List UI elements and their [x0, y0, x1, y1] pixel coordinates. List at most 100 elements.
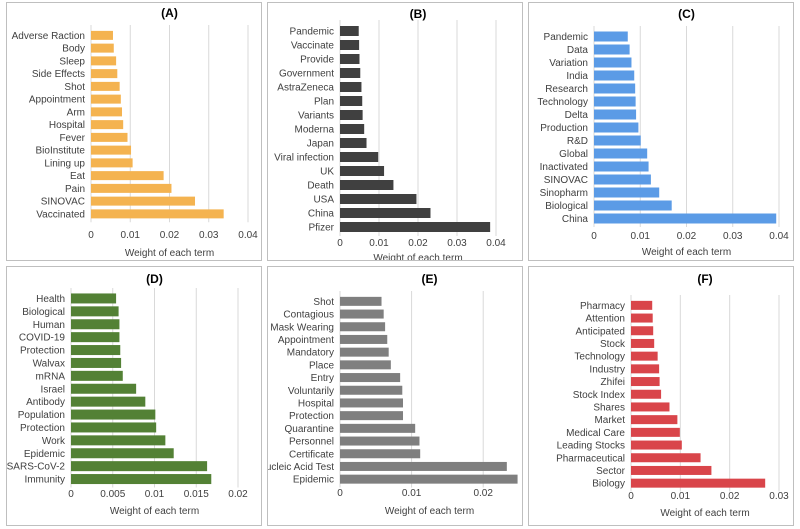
category-label: Immunity — [24, 475, 65, 486]
category-label: SINOVAC — [41, 197, 85, 208]
bar — [340, 152, 379, 162]
category-label: Research — [545, 84, 588, 95]
category-label: UK — [320, 167, 334, 178]
chart-panel-f: (F) Pharmacy Attention Anticipated Stock Tech… — [528, 266, 794, 526]
category-label: Leading Stocks — [557, 441, 625, 452]
x-tick-label: 0.03 — [769, 491, 789, 502]
bar — [340, 208, 431, 218]
bar — [594, 96, 636, 107]
category-label: Work — [42, 436, 66, 447]
category-label: Medical Care — [566, 428, 625, 439]
bar — [631, 453, 701, 463]
category-label: USA — [313, 195, 334, 206]
category-label: Vaccinated — [36, 209, 85, 220]
category-label: Death — [307, 181, 334, 192]
category-label: COVID-19 — [19, 333, 66, 344]
category-label: Pain — [65, 184, 85, 195]
bar — [340, 360, 391, 370]
category-label: Government — [279, 69, 334, 80]
category-label: Fever — [59, 133, 85, 144]
bar — [340, 180, 394, 190]
category-label: Nucleic Acid Test — [268, 462, 334, 473]
category-label: Attention — [586, 314, 625, 325]
bar — [91, 132, 128, 142]
category-label: Certificate — [289, 449, 334, 460]
category-label: Viral infection — [274, 153, 334, 164]
category-label: Moderna — [295, 125, 335, 136]
category-label: Hospital — [49, 120, 85, 131]
category-label: BioInstitute — [36, 146, 86, 157]
x-tick-label: 0 — [68, 489, 74, 500]
bar — [340, 461, 507, 471]
category-label: Appointment — [278, 335, 334, 346]
chart-title: (E) — [422, 272, 438, 286]
bar — [340, 54, 360, 64]
category-label: Protection — [20, 346, 65, 357]
category-label: Technology — [574, 352, 625, 363]
x-tick-label: 0.03 — [199, 230, 219, 241]
bar — [91, 158, 133, 168]
category-label: Stock Index — [573, 390, 625, 401]
bar — [340, 398, 404, 408]
x-tick-label: 0.01 — [402, 488, 422, 499]
bar — [91, 196, 196, 206]
x-axis-label: Weight of each term — [642, 247, 731, 258]
bar — [594, 135, 641, 146]
x-axis-label: Weight of each term — [373, 253, 462, 260]
category-label: Pfizer — [308, 223, 334, 234]
bar — [71, 345, 121, 356]
x-tick-label: 0.04 — [769, 231, 789, 242]
bar — [71, 461, 208, 472]
x-tick-label: 0.01 — [671, 491, 691, 502]
bar — [340, 449, 421, 459]
category-label: Eat — [70, 171, 85, 182]
bar — [91, 81, 120, 91]
bar — [91, 107, 123, 117]
bar — [594, 44, 630, 55]
bar — [340, 474, 518, 484]
category-label: Biological — [22, 307, 65, 318]
x-tick-label: 0.03 — [447, 238, 467, 249]
bar — [340, 194, 417, 204]
x-tick-label: 0.01 — [145, 489, 165, 500]
category-label: Pharmaceutical — [556, 453, 625, 464]
category-label: Variants — [298, 111, 334, 122]
category-label: Epidemic — [24, 449, 65, 460]
category-label: Biology — [592, 479, 625, 490]
x-tick-label: 0.03 — [723, 231, 743, 242]
category-label: Zhifei — [601, 377, 625, 388]
category-label: Anticipated — [576, 326, 625, 337]
category-label: Antibody — [26, 397, 65, 408]
category-label: Adverse Raction — [12, 31, 85, 42]
category-label: China — [308, 209, 335, 220]
category-label: Pandemic — [290, 27, 334, 38]
x-tick-label: 0.02 — [228, 489, 248, 500]
category-label: Inactivated — [540, 162, 588, 173]
category-label: Voluntarily — [288, 386, 334, 397]
chart-title: (A) — [161, 6, 178, 20]
bar — [340, 322, 386, 332]
bar — [340, 436, 420, 446]
category-label: Protection — [289, 411, 334, 422]
bar — [340, 96, 363, 106]
x-tick-label: 0.04 — [238, 230, 258, 241]
bar — [91, 145, 132, 155]
category-label: Israel — [41, 384, 65, 395]
category-label: Sinopharm — [540, 188, 588, 199]
bar — [340, 124, 365, 134]
category-label: Quarantine — [285, 424, 335, 435]
bar — [91, 69, 118, 79]
x-axis-label: Weight of each term — [125, 248, 214, 259]
chart-panel-e: (E) Shot Contagious Mask Wearing Appointment… — [267, 266, 523, 526]
bar — [631, 300, 653, 310]
bar — [594, 70, 635, 81]
category-label: Pandemic — [544, 32, 588, 43]
category-label: Human — [33, 320, 65, 331]
category-label: Entry — [311, 373, 334, 384]
bar — [71, 319, 120, 330]
category-label: Population — [18, 410, 65, 421]
bar — [71, 306, 119, 317]
x-tick-label: 0.02 — [160, 230, 180, 241]
bar — [71, 357, 122, 368]
